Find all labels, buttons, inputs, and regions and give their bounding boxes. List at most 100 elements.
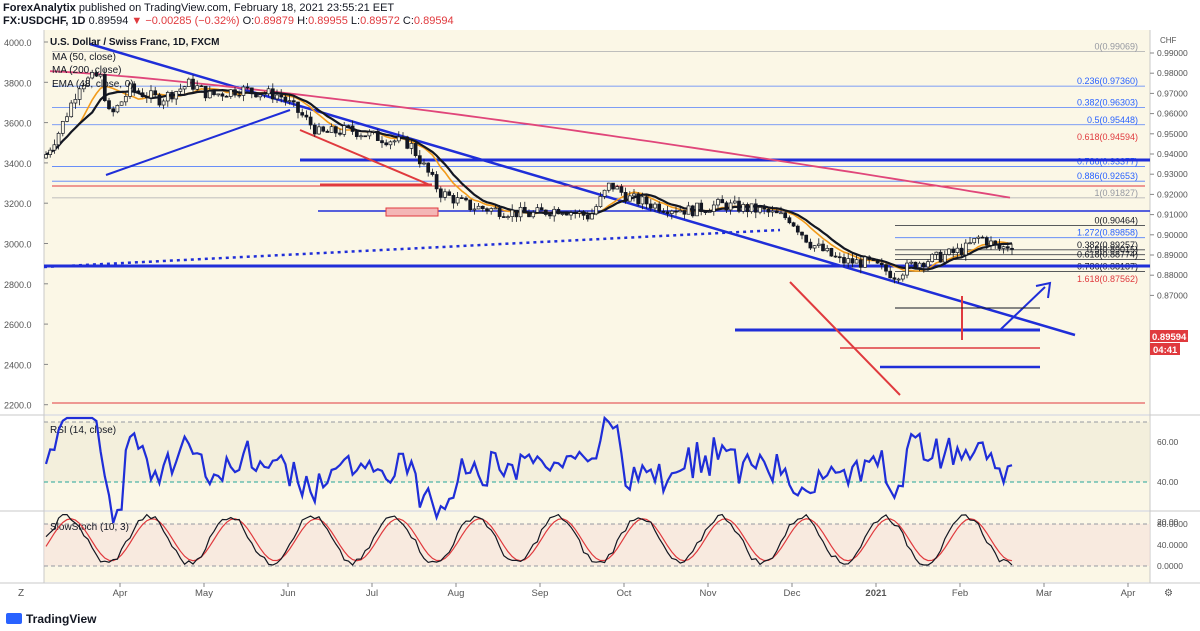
candle-body (590, 213, 594, 220)
zoom-icon[interactable]: Z (18, 588, 24, 599)
time-axis-label: Mar (1036, 588, 1052, 599)
left-axis-label: 2400.0 (4, 360, 32, 370)
candle-body (472, 208, 477, 211)
candle-body (291, 100, 296, 103)
tradingview-logo[interactable]: TradingView (6, 612, 96, 626)
candle-body (384, 142, 389, 146)
time-axis-label: Jul (366, 588, 378, 599)
candle-body (564, 213, 569, 216)
candle-body (73, 99, 78, 104)
candle-body (938, 251, 943, 263)
published-text: published on TradingView.com, February 1… (78, 2, 395, 14)
low-label: L: (350, 15, 361, 27)
candle-body (60, 120, 65, 134)
candle-body (107, 100, 111, 110)
candle-body (527, 212, 531, 218)
currency-label: CHF (1160, 36, 1177, 45)
candle-body (501, 216, 506, 218)
candle-body (699, 202, 704, 212)
rsi-axis: 60.00 40.00 20.00 (1157, 437, 1179, 527)
stoch-d-line[interactable] (45, 518, 1013, 562)
legend-ma50[interactable]: MA (50, close) (52, 52, 116, 63)
symbol-label: FX:USDCHF, 1D (3, 15, 86, 27)
fib-levels: 0(0.99069) 0.236(0.97360) 0.382(0.96303) 0.… (52, 42, 1145, 284)
candle-body (560, 213, 565, 215)
left-axis-label: 3000.0 (4, 240, 32, 250)
right-axis-label: 0.89000 (1157, 250, 1188, 260)
candle-body (510, 209, 515, 217)
candle-body (800, 231, 804, 236)
candles[interactable] (44, 68, 1014, 284)
red-trendline[interactable] (789, 281, 901, 396)
candle-body (434, 174, 439, 190)
candle-body (972, 238, 977, 244)
candle-body (170, 92, 174, 100)
candle-body (842, 257, 846, 264)
candle-body (392, 140, 397, 143)
candle-body (279, 94, 284, 98)
time-axis-label: Oct (617, 588, 632, 599)
candle-body (228, 89, 233, 97)
candle-body (779, 212, 783, 215)
stoch-k-line[interactable] (45, 513, 1013, 566)
candle-body (77, 88, 82, 100)
candle-body (417, 155, 422, 165)
candle-body (888, 270, 893, 279)
candle-body (749, 203, 754, 213)
candle-body (296, 101, 300, 113)
candle-body (136, 90, 141, 94)
price-chart[interactable]: 4000.0 3800.0 3600.0 3400.0 3200.0 3000.0 2800… (0, 30, 1200, 608)
candle-body (438, 188, 443, 198)
high-value: 0.89955 (308, 15, 348, 27)
candle-body (984, 237, 989, 246)
candle-body (329, 126, 334, 133)
ma200-line[interactable] (49, 70, 1011, 199)
candle-body (464, 197, 468, 201)
rsi-line[interactable] (44, 415, 1013, 524)
rsi-axis-label: 60.00 (1157, 437, 1179, 447)
candle-body (636, 193, 641, 205)
fib-label: 0.886(0.92653) (1077, 171, 1138, 181)
candle-body (577, 211, 582, 214)
candle-body (497, 207, 502, 217)
candle-body (90, 72, 95, 79)
candle-body (363, 135, 368, 138)
candle-body (808, 241, 813, 249)
candle-body (783, 212, 788, 219)
settings-gear-icon[interactable]: ⚙ (1164, 588, 1173, 599)
candle-body (758, 207, 762, 213)
time-axis-label: Nov (700, 588, 717, 599)
red-trendline[interactable] (299, 129, 431, 186)
legend-ma200[interactable]: MA (200, close) (52, 65, 121, 76)
candle-body (669, 210, 674, 214)
candle-body (371, 130, 376, 133)
left-axis-label: 3400.0 (4, 159, 32, 169)
candle-body (829, 247, 834, 257)
candle-body (161, 100, 166, 106)
candle-body (317, 126, 321, 135)
close-label: C: (402, 15, 414, 27)
candle-body (455, 197, 460, 204)
candle-body (678, 210, 683, 213)
right-axis-label: 0.91000 (1157, 210, 1188, 220)
candle-body (884, 264, 888, 272)
candle-body (380, 140, 384, 144)
triangle-line[interactable] (105, 109, 291, 176)
red-zone[interactable] (385, 207, 439, 217)
price-change: ▼ −0.00285 (−0.32%) (131, 15, 240, 27)
price-pane[interactable] (44, 30, 1150, 414)
close-value: 0.89594 (413, 15, 454, 27)
fib-label: 0(0.99069) (1094, 42, 1138, 52)
candle-body (905, 262, 909, 276)
candle-body (409, 143, 414, 149)
candle-body (207, 90, 212, 99)
legend-ema48[interactable]: EMA (48, close, 0) (52, 79, 134, 90)
candle-body (199, 85, 204, 88)
candle-body (753, 203, 758, 213)
candle-body (543, 209, 548, 215)
candle-body (48, 149, 53, 155)
candle-body (153, 90, 158, 96)
stoch-label: SlowStoch (10, 3) (50, 522, 129, 533)
candle-body (165, 92, 170, 102)
last-price: 0.89594 (88, 15, 129, 27)
